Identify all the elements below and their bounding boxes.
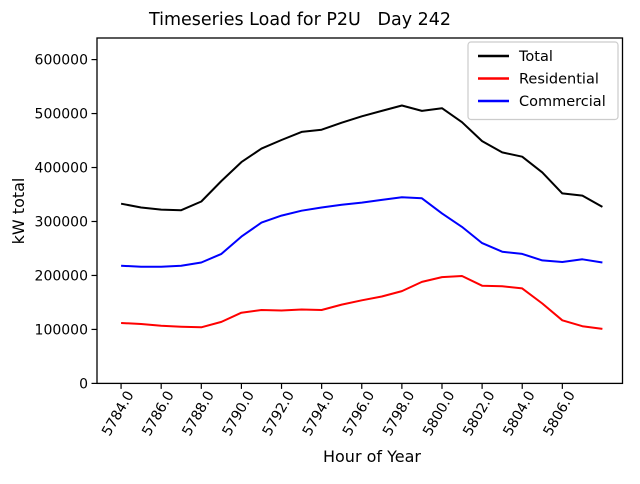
- series-line-residential: [121, 275, 603, 330]
- series-line-total: [120, 104, 603, 212]
- legend: Total Residential Commercial: [467, 41, 619, 121]
- chart-title: Timeseries Load for P2U Day 242: [148, 10, 451, 30]
- axes-frame: [96, 37, 624, 385]
- legend-item-total: Total: [478, 49, 553, 65]
- legend-label: Residential: [519, 72, 599, 88]
- legend-item-residential: Residential: [478, 72, 599, 88]
- y-tick-label: 600000: [35, 53, 88, 69]
- legend-label: Total: [518, 49, 553, 65]
- y-tick-label: 0: [79, 376, 88, 392]
- y-tick-label: 400000: [35, 161, 88, 177]
- y-tick-label: 200000: [35, 268, 88, 284]
- y-axis-ticks: 0 100000 200000 300000 400000 500000 600000: [35, 53, 97, 392]
- series-line-commercial: [121, 196, 603, 268]
- legend-label: Commercial: [519, 94, 606, 110]
- series-lines: [120, 104, 603, 330]
- y-axis-label: kW total: [9, 178, 28, 245]
- y-tick-label: 500000: [35, 107, 88, 123]
- y-tick-label: 100000: [35, 322, 88, 338]
- y-tick-label: 300000: [35, 214, 88, 230]
- legend-item-commercial: Commercial: [478, 94, 606, 110]
- x-axis-label: Hour of Year: [323, 447, 421, 466]
